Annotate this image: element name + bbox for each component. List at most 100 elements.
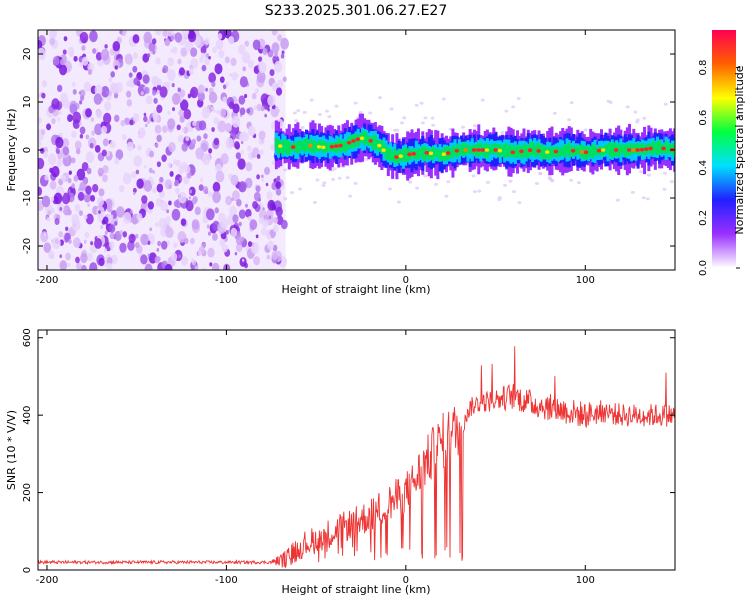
noise-blob: [244, 40, 250, 47]
noise-blob: [472, 124, 477, 128]
track-peak: [583, 150, 589, 155]
noise-blob: [247, 241, 253, 247]
noise-blob: [108, 77, 113, 83]
noise-blob: [112, 41, 121, 52]
noise-blob: [247, 145, 252, 152]
noise-blob: [220, 153, 229, 165]
noise-blob: [41, 129, 46, 135]
track-peak: [278, 144, 283, 148]
noise-blob: [126, 99, 133, 107]
colorbar-axis: 0.0 0.2 0.4 0.6 0.8: [698, 60, 740, 276]
noise-blob: [55, 148, 61, 154]
noise-blob: [152, 50, 156, 55]
noise-blob: [251, 152, 256, 159]
noise-blob: [85, 213, 94, 225]
track-cell: [436, 148, 440, 158]
noise-blob: [116, 206, 125, 218]
noise-blob: [83, 192, 92, 203]
track-cell: [503, 143, 507, 159]
track-cell: [500, 146, 504, 156]
noise-blob: [167, 31, 171, 36]
noise-blob: [166, 81, 171, 88]
noise-blob: [100, 225, 104, 230]
noise-blob: [267, 199, 276, 211]
noise-blob: [173, 200, 179, 208]
noise-blob: [65, 252, 71, 261]
track-cell: [606, 143, 610, 154]
noise-blob: [239, 257, 247, 267]
noise-blob: [144, 86, 150, 95]
track-cell: [574, 147, 578, 157]
noise-blob: [124, 53, 133, 65]
track-peak: [570, 148, 576, 153]
noise-blob: [276, 87, 283, 96]
y-tick-label: 20: [22, 48, 33, 61]
noise-blob: [180, 256, 189, 266]
noise-blob: [89, 142, 94, 149]
noise-blob: [167, 118, 176, 130]
noise-blob: [75, 148, 81, 155]
noise-blob: [419, 101, 424, 105]
noise-blob: [77, 191, 85, 201]
noise-blob: [294, 119, 299, 123]
noise-blob: [164, 179, 173, 190]
noise-blob: [169, 170, 174, 177]
track-cell: [343, 140, 347, 153]
x-tick-label: 100: [576, 275, 595, 286]
track-cell: [296, 140, 300, 155]
noise-blob: [569, 101, 574, 105]
noise-blob: [41, 195, 51, 208]
noise-blob: [508, 179, 513, 183]
noise-blob: [334, 104, 339, 108]
noise-blob: [181, 30, 190, 39]
track-cell: [345, 139, 349, 150]
noise-blob: [302, 110, 307, 114]
noise-blob: [41, 79, 48, 88]
noise-blob: [38, 186, 43, 196]
track-peak: [321, 145, 326, 150]
track-peak: [290, 145, 296, 149]
noise-blob: [85, 108, 92, 118]
noise-blob: [109, 140, 116, 149]
noise-blob: [74, 204, 81, 212]
track-peak: [639, 147, 645, 152]
noise-blob: [90, 117, 95, 122]
noise-blob: [89, 262, 98, 270]
noise-blob: [143, 112, 147, 117]
track-peak: [463, 148, 468, 152]
noise-blob: [79, 31, 89, 44]
noise-blob: [131, 216, 138, 225]
noise-blob: [217, 120, 227, 133]
noise-blob: [38, 157, 45, 170]
noise-blob: [113, 92, 119, 99]
noise-blob: [174, 181, 178, 187]
y-tick-label: 600: [22, 328, 33, 347]
noise-blob: [62, 146, 70, 156]
noise-blob: [211, 106, 215, 111]
noise-blob: [168, 142, 176, 153]
noise-blob: [266, 234, 272, 240]
noise-blob: [199, 56, 204, 63]
noise-blob: [662, 187, 667, 191]
noise-blob: [195, 147, 205, 160]
noise-blob: [53, 192, 63, 205]
noise-blob: [267, 240, 274, 251]
noise-blob: [100, 48, 110, 61]
track-cell: [311, 141, 315, 154]
noise-blob: [79, 94, 85, 101]
noise-blob: [76, 168, 86, 181]
noise-blob: [461, 125, 466, 129]
noise-blob: [238, 95, 246, 105]
noise-blob: [92, 48, 97, 54]
noise-blob: [567, 118, 572, 122]
noise-blob: [102, 174, 108, 183]
noise-blob: [185, 200, 194, 212]
track-cell: [513, 147, 517, 158]
noise-blob: [121, 133, 127, 141]
frequency-track: [274, 113, 675, 181]
track-peak: [424, 150, 429, 155]
noise-blob: [177, 134, 184, 143]
noise-blob: [260, 105, 265, 112]
x-tick-label: -200: [36, 275, 59, 286]
